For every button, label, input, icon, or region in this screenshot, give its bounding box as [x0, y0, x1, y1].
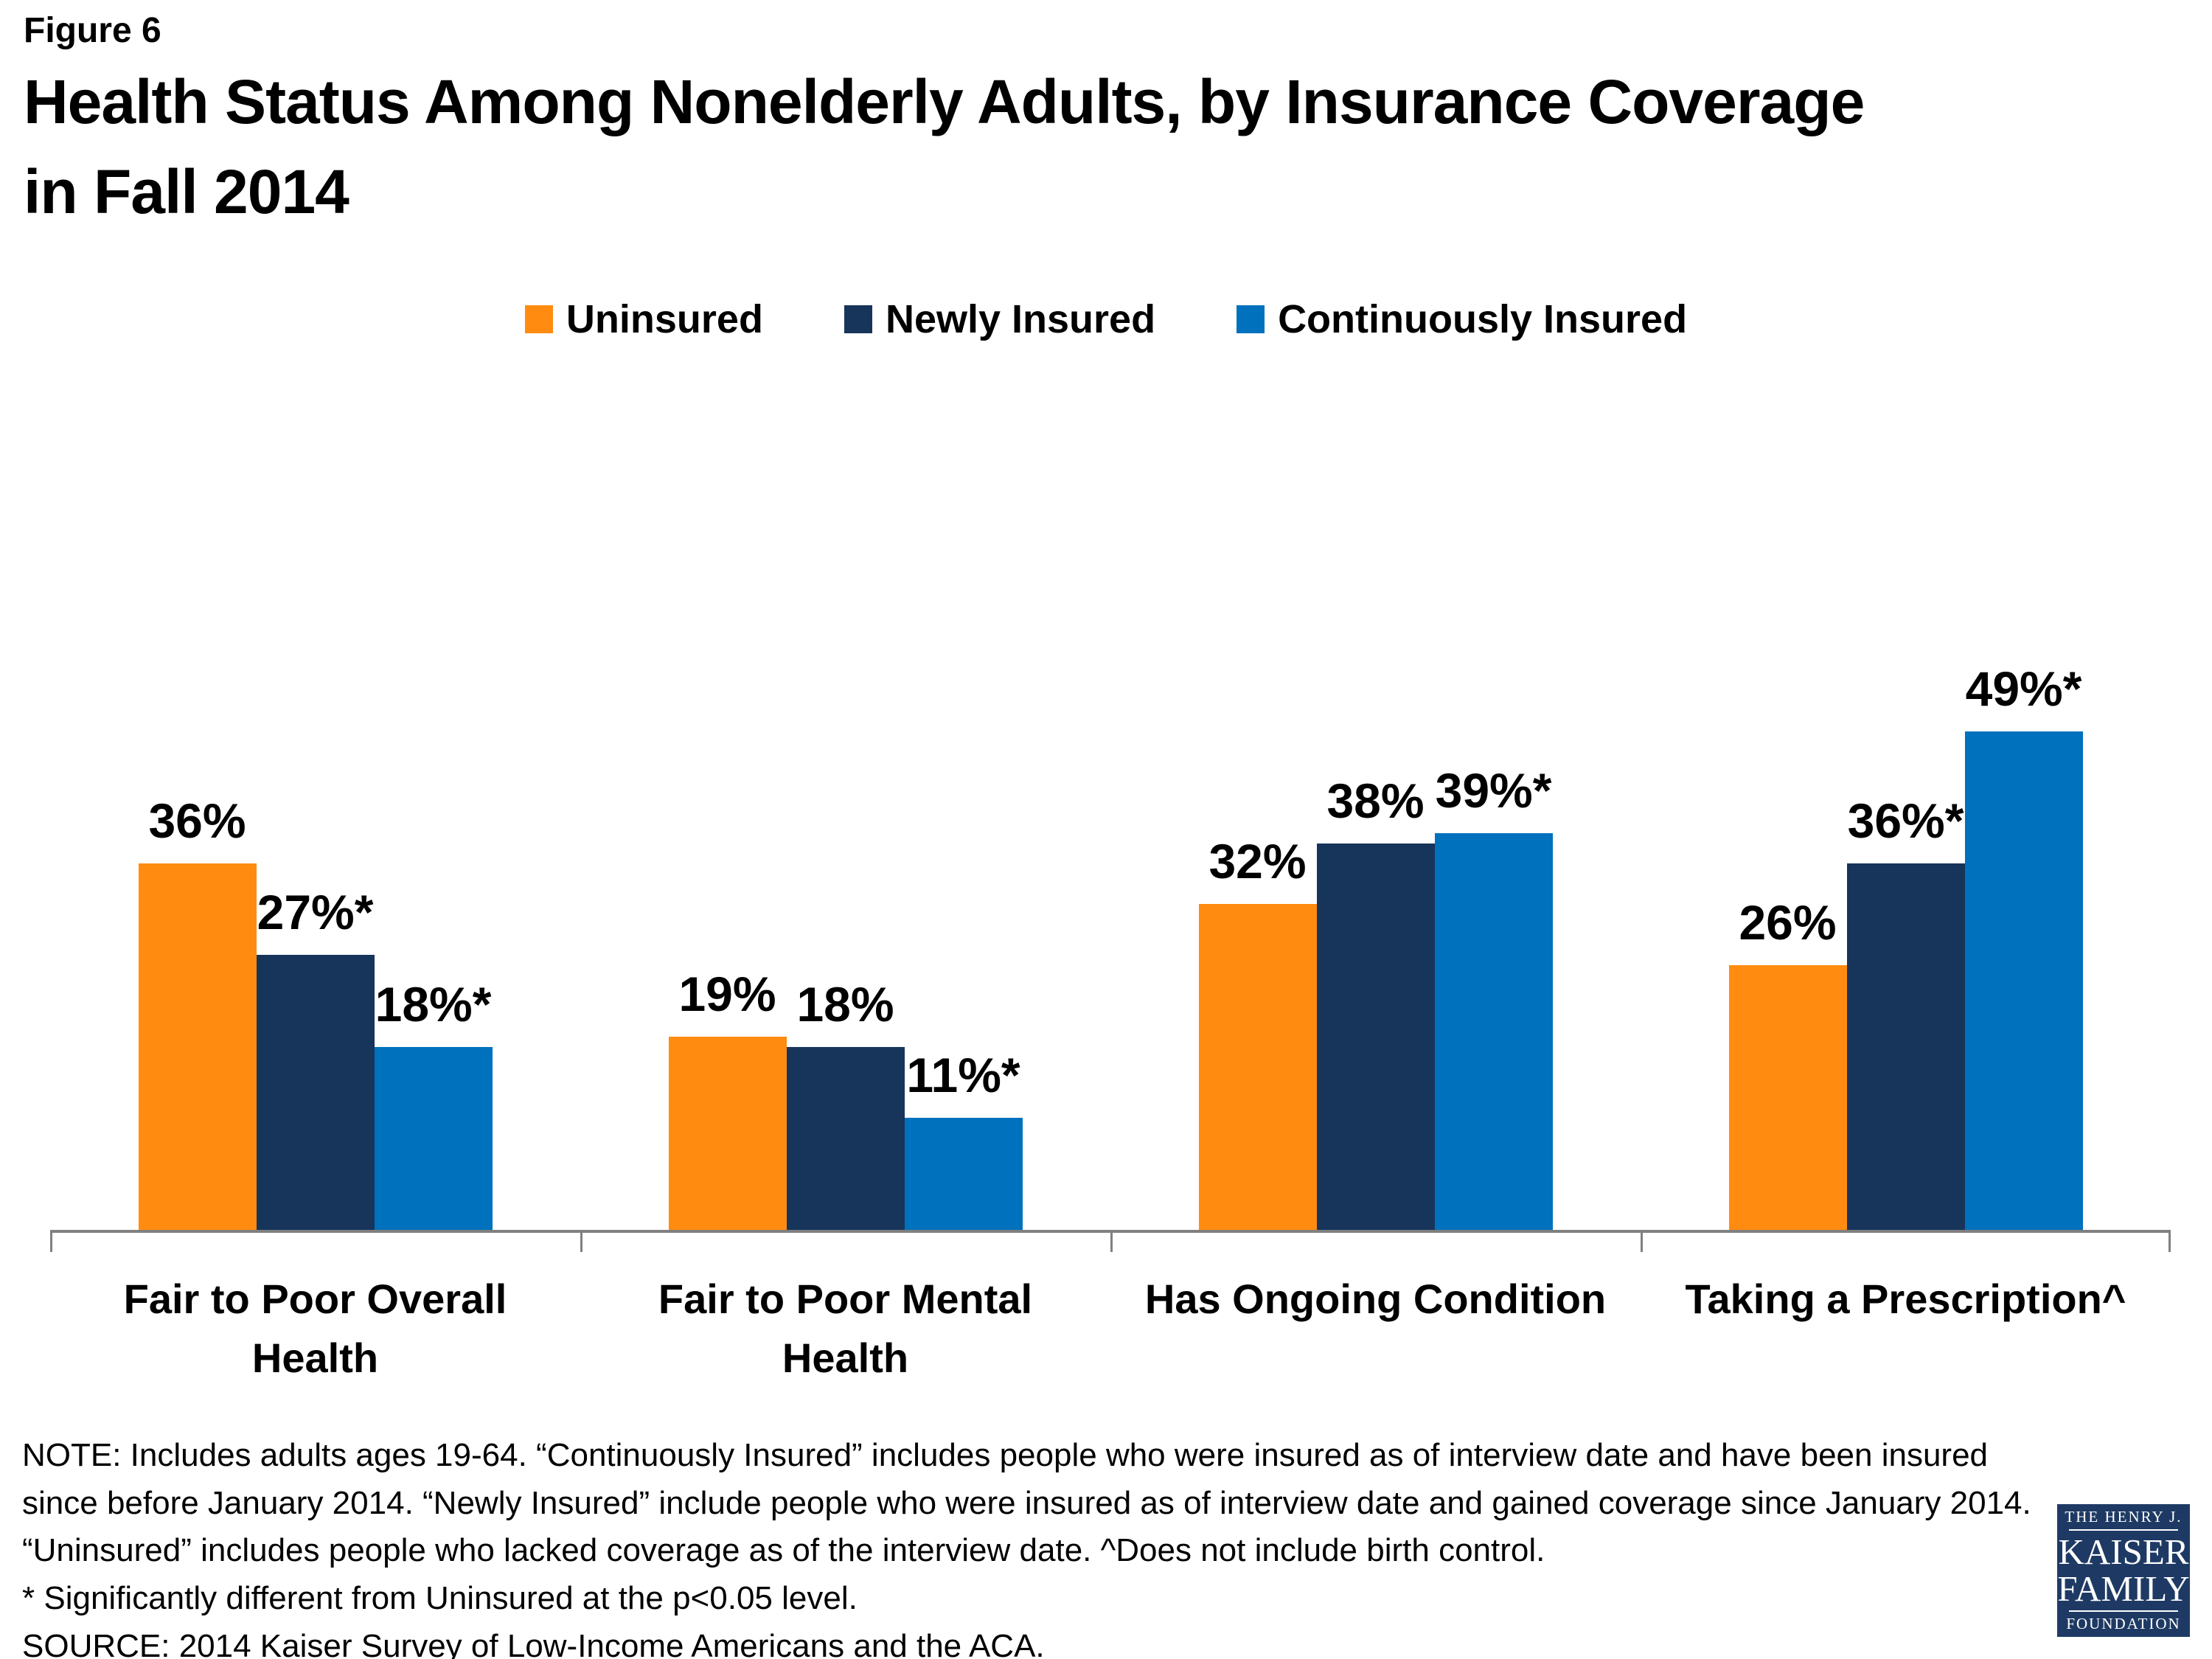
significance-note: * Significantly different from Uninsured… [22, 1580, 858, 1617]
legend-swatch-icon [844, 305, 872, 333]
axis-tick [580, 1233, 582, 1252]
bar [786, 1047, 905, 1230]
bar-group: 19% 18% 11%* [580, 664, 1110, 1230]
bar-value-label: 19% [678, 967, 776, 1021]
logo-line-family: FAMILY [2057, 1568, 2190, 1609]
source-text: SOURCE: 2014 Kaiser Survey of Low-Income… [22, 1627, 1045, 1659]
logo-divider-bottom [2069, 1610, 2178, 1612]
bar [374, 1047, 493, 1230]
plot-area: 36% 27%* 18%* 19% 18% 11%* 32% 38% 39%* 26% 36%* 49… [50, 661, 2171, 1252]
category-label: Fair to Poor Overall Health [123, 1276, 507, 1382]
legend-item-0: Uninsured [524, 296, 763, 342]
category-label: Taking a Prescription^ [1685, 1276, 2126, 1322]
bar [1198, 904, 1317, 1230]
bar [1964, 731, 2083, 1230]
logo-divider-top [2069, 1529, 2178, 1531]
bar-value-label: 26% [1739, 895, 1837, 950]
note-text: NOTE: Includes adults ages 19-64. “Conti… [22, 1437, 2031, 1569]
bar-value-label: 39%* [1435, 763, 1552, 818]
category-label: Fair to Poor Mental Health [658, 1276, 1033, 1382]
bar-group: 26% 36%* 49%* [1641, 661, 2171, 1230]
legend-swatch-icon [1237, 305, 1265, 333]
bar [138, 863, 257, 1230]
bar-value-label: 18%* [375, 977, 492, 1032]
figure-number: Figure 6 [24, 11, 161, 50]
chart-title-line2: in Fall 2014 [24, 156, 349, 226]
legend-label: Newly Insured [885, 297, 1156, 341]
kaiser-family-foundation-logo: THE HENRY J. KAISER FAMILY FOUNDATION [2057, 1504, 2190, 1637]
footnotes: NOTE: Includes adults ages 19-64. “Conti… [22, 1432, 2042, 1659]
bar [1434, 833, 1553, 1230]
bar [1316, 844, 1435, 1230]
bar-value-label: 27%* [257, 885, 374, 939]
bar [256, 955, 375, 1230]
chart-title-line1: Health Status Among Nonelderly Adults, b… [24, 67, 1865, 136]
bar [1846, 863, 1965, 1230]
legend-item-1: Newly Insured [844, 296, 1155, 342]
legend-label: Uninsured [566, 297, 763, 341]
bar-value-label: 11%* [906, 1048, 1020, 1102]
bar-value-label: 32% [1208, 834, 1307, 888]
axis-tick [50, 1233, 52, 1252]
axis-tick [1641, 1233, 1643, 1252]
chart-title: Health Status Among Nonelderly Adults, b… [24, 58, 2191, 237]
legend: Uninsured Newly Insured Continuously Insur… [0, 296, 2212, 342]
legend-item-2: Continuously Insured [1237, 296, 1687, 342]
axis-tick [2168, 1233, 2171, 1252]
bar-group: 36% 27%* 18%* [50, 664, 580, 1230]
bar-value-label: 36%* [1847, 793, 1964, 848]
bar-value-label: 38% [1326, 773, 1425, 828]
logo-line-henry-j: THE HENRY J. [2065, 1508, 2183, 1526]
bar-group: 32% 38% 39%* [1110, 664, 1641, 1230]
legend-label: Continuously Insured [1278, 297, 1688, 341]
legend-swatch-icon [524, 305, 553, 333]
axis-tick [1110, 1233, 1113, 1252]
bar [1728, 965, 1847, 1230]
bar-value-label: 18% [796, 977, 894, 1032]
bar [668, 1037, 787, 1230]
logo-line-kaiser: KAISER [2058, 1531, 2189, 1573]
bar-value-label: 36% [148, 793, 246, 848]
logo-line-foundation: FOUNDATION [2066, 1614, 2181, 1632]
bar-value-label: 49%* [1965, 661, 2082, 716]
bar [904, 1118, 1023, 1230]
category-label: Has Ongoing Condition [1144, 1276, 1607, 1322]
